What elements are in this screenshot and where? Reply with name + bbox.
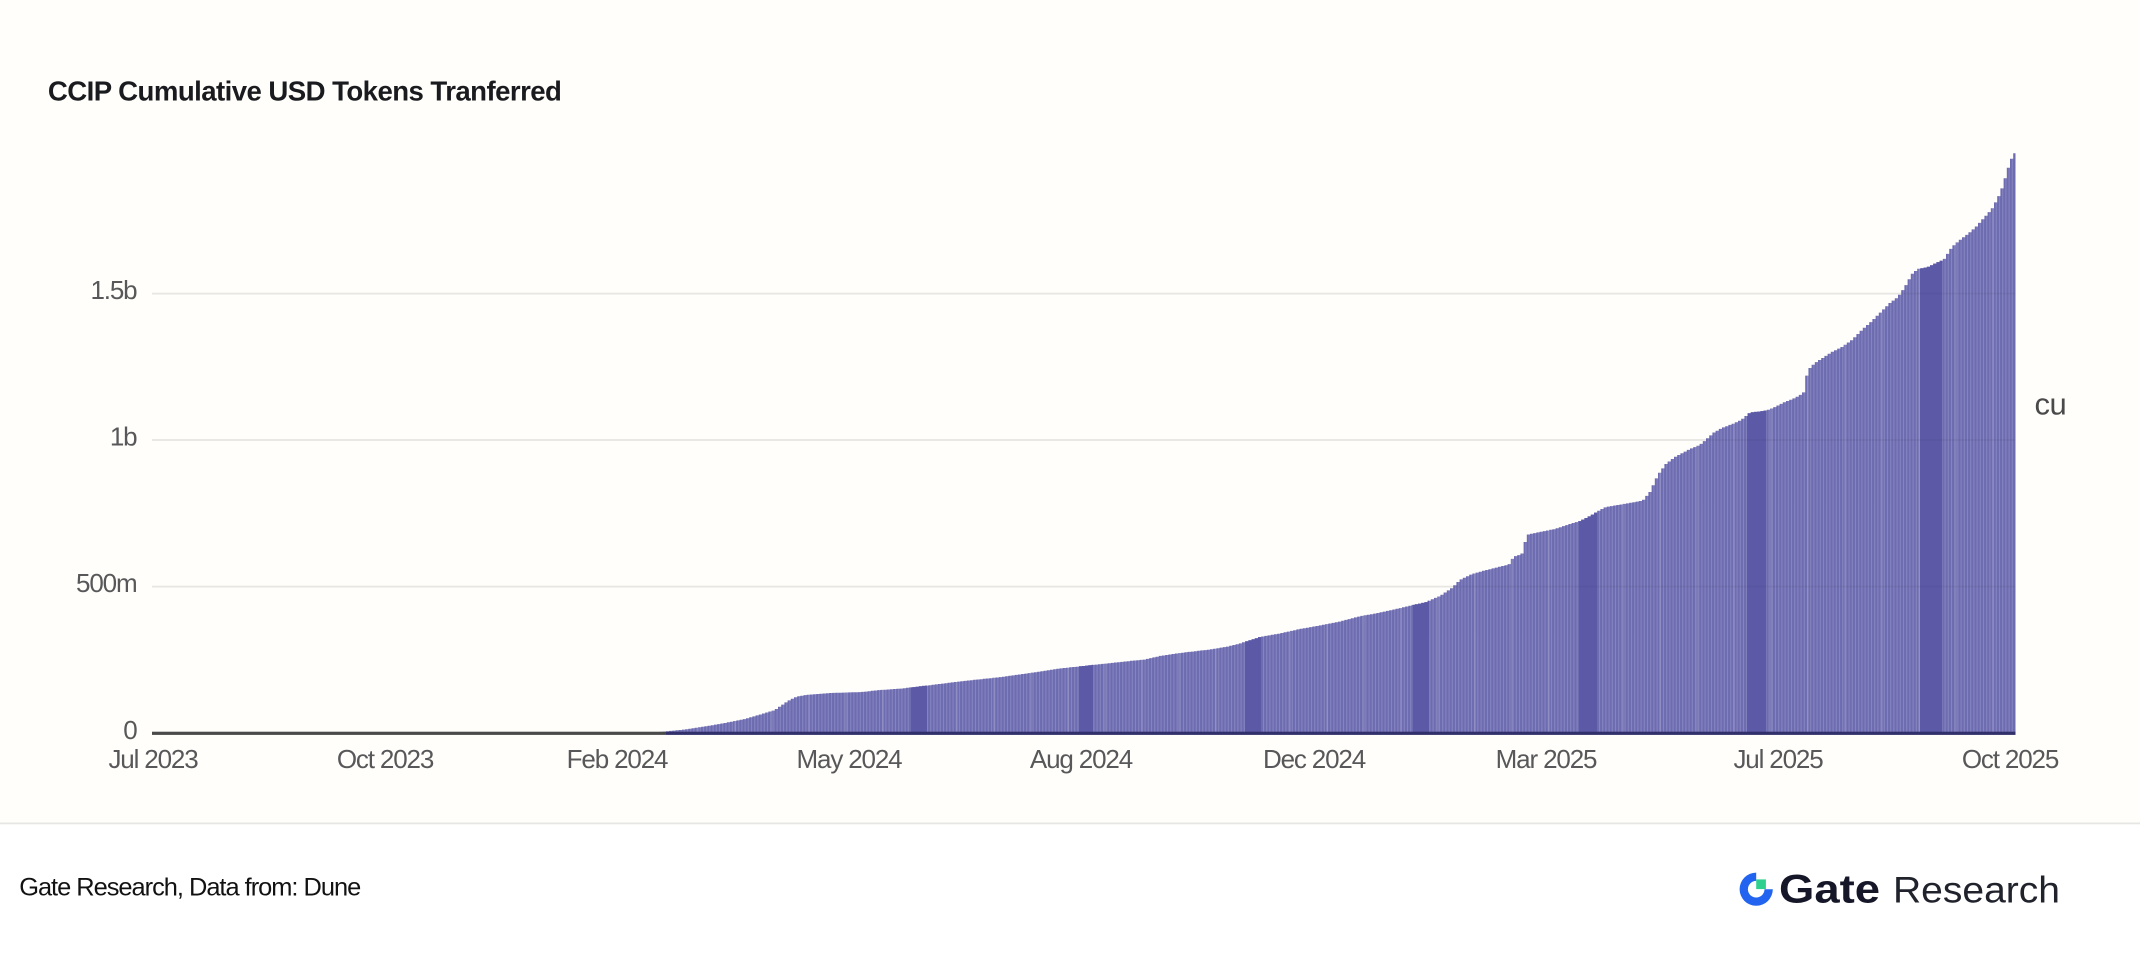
svg-text:May 2024: May 2024 bbox=[797, 744, 903, 774]
svg-text:Jul 2025: Jul 2025 bbox=[1733, 744, 1823, 774]
svg-text:Oct 2025: Oct 2025 bbox=[1962, 744, 2059, 774]
svg-text:Gate Research, Data from: Dune: Gate Research, Data from: Dune bbox=[19, 874, 361, 902]
svg-text:0: 0 bbox=[123, 715, 137, 745]
svg-text:Aug 2024: Aug 2024 bbox=[1030, 744, 1133, 774]
svg-text:Research: Research bbox=[1893, 870, 2060, 911]
svg-text:1b: 1b bbox=[110, 422, 137, 452]
svg-text:1.5b: 1.5b bbox=[90, 275, 137, 305]
svg-text:cu: cu bbox=[2035, 387, 2067, 422]
svg-text:500m: 500m bbox=[76, 568, 136, 598]
svg-text:Gate: Gate bbox=[1779, 868, 1880, 912]
svg-text:Mar 2025: Mar 2025 bbox=[1496, 744, 1597, 774]
svg-text:Oct 2023: Oct 2023 bbox=[337, 744, 434, 774]
svg-text:Feb 2024: Feb 2024 bbox=[567, 744, 668, 774]
svg-text:CCIP Cumulative USD Tokens Tra: CCIP Cumulative USD Tokens Tranferred bbox=[48, 76, 562, 107]
svg-text:Jul 2023: Jul 2023 bbox=[108, 744, 198, 774]
svg-text:Dec 2024: Dec 2024 bbox=[1263, 744, 1366, 774]
